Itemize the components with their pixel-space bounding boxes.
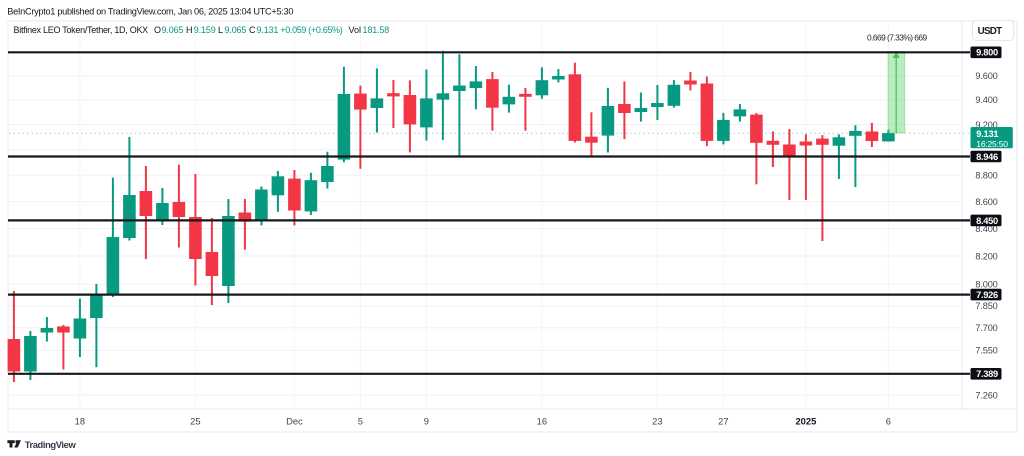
svg-text:7.850: 7.850 [975, 301, 997, 311]
svg-text:7.389: 7.389 [976, 369, 998, 379]
svg-text:9.065: 9.065 [225, 25, 247, 35]
svg-text:9.400: 9.400 [975, 95, 997, 105]
svg-text:7.550: 7.550 [975, 346, 997, 356]
svg-text:8.946: 8.946 [976, 152, 998, 162]
svg-text:Bitfinex LEO Token/Tether, 1D,: Bitfinex LEO Token/Tether, 1D, OKX [14, 25, 149, 35]
svg-text:TradingView: TradingView [25, 439, 77, 450]
svg-text:USDT: USDT [978, 26, 1003, 37]
svg-text:8.200: 8.200 [975, 251, 997, 261]
svg-text:BeInCrypto1 published on Tradi: BeInCrypto1 published on TradingView.com… [7, 6, 293, 16]
svg-text:9.131: 9.131 [257, 25, 279, 35]
svg-text:O: O [154, 25, 161, 35]
svg-text:9.131: 9.131 [976, 129, 998, 139]
svg-text:9.800: 9.800 [976, 48, 998, 58]
svg-text:9.065: 9.065 [162, 25, 184, 35]
svg-text:+0.059 (+0.65%): +0.059 (+0.65%) [280, 25, 342, 35]
svg-text:8.400: 8.400 [975, 224, 997, 234]
svg-text:181.58: 181.58 [363, 25, 390, 35]
svg-text:9.600: 9.600 [975, 71, 997, 81]
svg-text:8.800: 8.800 [975, 171, 997, 181]
svg-text:18: 18 [75, 415, 85, 426]
svg-text:5: 5 [358, 415, 363, 426]
svg-text:23: 23 [652, 415, 662, 426]
svg-text:C: C [249, 25, 256, 35]
svg-text:25: 25 [190, 415, 200, 426]
svg-text:Dec: Dec [286, 415, 303, 426]
svg-text:0.669 (7.33%) 669: 0.669 (7.33%) 669 [867, 32, 927, 42]
svg-text:L: L [218, 25, 223, 35]
svg-text:9: 9 [424, 415, 429, 426]
svg-text:6: 6 [886, 415, 891, 426]
svg-text:8.000: 8.000 [975, 280, 997, 290]
svg-text:7.700: 7.700 [975, 323, 997, 333]
svg-text:7.260: 7.260 [975, 390, 997, 400]
svg-text:H: H [186, 25, 193, 35]
svg-text:7.926: 7.926 [976, 290, 998, 300]
svg-text:9.200: 9.200 [975, 120, 997, 130]
svg-text:16:25:50: 16:25:50 [976, 139, 1008, 149]
svg-text:8.450: 8.450 [976, 216, 998, 226]
svg-text:16: 16 [537, 415, 547, 426]
svg-text:27: 27 [718, 415, 728, 426]
svg-text:9.159: 9.159 [194, 25, 216, 35]
svg-text:8.600: 8.600 [975, 197, 997, 207]
svg-text:Vol: Vol [349, 25, 362, 35]
svg-text:2025: 2025 [795, 415, 816, 426]
